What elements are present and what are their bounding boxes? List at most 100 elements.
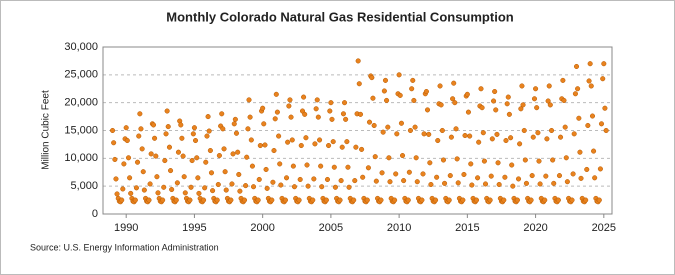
point	[192, 137, 199, 144]
point	[338, 178, 344, 184]
point	[182, 190, 188, 196]
point	[194, 155, 200, 161]
point	[236, 171, 242, 178]
point	[150, 122, 157, 128]
point	[523, 180, 529, 186]
point	[584, 166, 590, 173]
point	[520, 102, 526, 108]
point	[420, 171, 426, 177]
point	[278, 182, 284, 188]
point	[571, 131, 577, 137]
point	[602, 105, 608, 111]
point	[597, 166, 603, 172]
point	[247, 114, 253, 120]
point	[381, 88, 387, 94]
point	[277, 161, 283, 167]
point	[454, 156, 460, 162]
point	[360, 174, 366, 180]
point	[542, 197, 548, 203]
point	[587, 61, 593, 67]
point	[245, 126, 251, 132]
point	[207, 147, 213, 154]
point	[386, 155, 392, 161]
point	[578, 175, 584, 181]
point	[243, 183, 249, 189]
point	[384, 97, 390, 103]
point	[332, 184, 338, 190]
point	[440, 157, 447, 163]
point	[495, 160, 501, 166]
y-tick-label: 10,000	[64, 152, 98, 164]
point	[447, 173, 453, 179]
point	[195, 175, 201, 181]
point	[438, 102, 444, 108]
point	[255, 197, 261, 203]
point	[231, 121, 237, 127]
point	[163, 131, 169, 137]
point	[290, 163, 296, 169]
point	[329, 116, 335, 122]
point	[132, 197, 138, 203]
point	[305, 183, 311, 189]
point	[481, 158, 487, 164]
y-tick-label: 0	[92, 208, 98, 220]
point	[285, 139, 291, 145]
point	[283, 175, 290, 181]
point	[424, 107, 431, 113]
point	[302, 111, 308, 117]
y-tick-label: 5,000	[70, 180, 98, 192]
point	[173, 197, 179, 203]
point	[345, 164, 351, 170]
point	[380, 129, 386, 135]
point	[119, 197, 125, 203]
point	[476, 139, 482, 145]
point	[263, 166, 269, 173]
point	[399, 153, 406, 159]
point	[154, 174, 160, 180]
point	[419, 197, 425, 203]
x-tick-label: 2015	[455, 222, 479, 234]
point	[312, 141, 318, 147]
point	[304, 162, 310, 168]
point	[591, 148, 597, 154]
point	[452, 100, 458, 106]
point	[562, 124, 568, 130]
point	[558, 134, 564, 140]
point	[330, 139, 336, 145]
point	[291, 184, 298, 190]
point	[141, 187, 147, 193]
point	[208, 170, 215, 176]
point	[178, 122, 184, 128]
x-tick-label: 2010	[387, 222, 411, 234]
point	[153, 153, 159, 159]
point	[421, 131, 427, 137]
point	[469, 182, 475, 188]
point	[313, 106, 319, 112]
point	[114, 191, 120, 197]
point	[577, 149, 583, 155]
point	[270, 179, 276, 185]
point	[364, 197, 370, 203]
point	[435, 137, 441, 144]
point	[414, 179, 420, 185]
point	[314, 97, 320, 103]
point	[493, 107, 499, 113]
point	[409, 86, 415, 92]
point	[136, 133, 142, 139]
point	[503, 137, 509, 144]
point	[467, 133, 473, 139]
point	[248, 137, 254, 143]
point	[589, 113, 596, 119]
point	[110, 127, 116, 134]
point	[155, 190, 161, 196]
point	[382, 77, 389, 83]
point	[250, 184, 257, 190]
point	[534, 105, 540, 111]
point	[233, 130, 240, 136]
x-tick-label: 1995	[182, 222, 206, 234]
point	[576, 115, 582, 121]
point	[196, 190, 202, 196]
point	[455, 180, 461, 186]
point	[180, 153, 186, 159]
point	[169, 186, 175, 193]
